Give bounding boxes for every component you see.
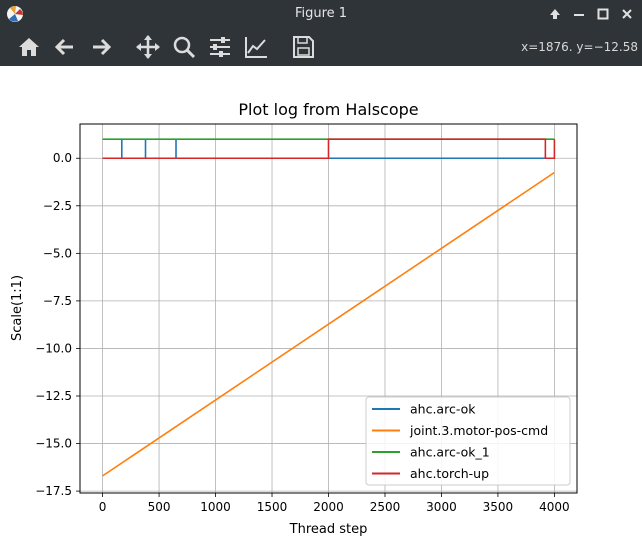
y-tick-label: −5.0 [43,246,72,260]
x-tick-label: 3000 [426,500,457,514]
x-tick-label: 2000 [313,500,344,514]
legend-box [365,396,571,486]
save-button[interactable] [290,34,316,60]
chart-title: Plot log from Halscope [238,100,418,119]
keep-above-icon[interactable] [546,5,564,23]
x-tick-label: 1000 [200,500,231,514]
minimize-icon[interactable] [570,5,588,23]
y-ticks: 0.0 −2.5 −5.0 −7.5 −10.0 −12.5 −15.0 −17.5 [35,151,80,498]
edit-axis-icon [245,37,267,58]
y-tick-label: −12.5 [35,389,72,403]
zoom-button[interactable] [171,34,197,60]
legend-entry: ahc.arc-ok_1 [410,445,490,460]
legend: ahc.arc-ok joint.3.motor-pos-cmd ahc.arc-o… [365,396,571,486]
y-tick-label: −10.0 [35,341,72,355]
cursor-coordinates: x=1876. y=−12.58 [521,40,638,54]
close-icon[interactable] [618,5,636,23]
back-icon [54,38,73,56]
series-lines [102,138,556,477]
figure-canvas[interactable]: 0 500 1000 1500 2000 2500 3000 3500 4000 0.0 −2.5… [0,66,642,545]
x-tick-label: 1500 [257,500,288,514]
series-line-1 [102,171,555,477]
legend-entry: ahc.torch-up [410,466,489,481]
series-line-3 [102,138,556,160]
x-tick-label: 500 [148,500,171,514]
save-icon [293,36,314,58]
maximize-icon[interactable] [594,5,612,23]
series-line-0 [102,139,555,160]
y-tick-label: −7.5 [43,294,72,308]
title-bar: Figure 1 [0,0,642,28]
forward-button[interactable] [88,34,114,60]
forward-icon [93,38,112,56]
chart[interactable]: 0 500 1000 1500 2000 2500 3000 3500 4000 0.0 −2.5… [0,66,642,545]
navigation-toolbar: x=1876. y=−12.58 [0,28,642,66]
edit-axis-button[interactable] [243,34,269,60]
legend-entry: ahc.arc-ok [410,402,476,417]
configure-subplots-icon [210,37,230,57]
home-icon [19,38,39,56]
x-ticks: 0 500 1000 1500 2000 2500 3000 3500 4000 [99,493,570,514]
pan-button[interactable] [135,34,161,60]
x-axis-label: Thread step [289,522,368,537]
legend-entry: joint.3.motor-pos-cmd [409,423,548,438]
x-tick-label: 4000 [539,500,570,514]
window-title: Figure 1 [294,6,348,21]
matplotlib-logo-icon [7,5,23,22]
y-axis-label: Scale(1:1) [10,275,25,341]
configure-subplots-button[interactable] [207,34,233,60]
y-tick-label: 0.0 [53,151,72,165]
y-tick-label: −15.0 [35,437,72,451]
y-tick-label: −17.5 [35,484,72,498]
home-button[interactable] [16,34,42,60]
x-tick-label: 2500 [370,500,401,514]
x-tick-label: 0 [99,500,107,514]
pan-icon [136,35,160,59]
back-button[interactable] [52,34,78,60]
x-tick-label: 3500 [483,500,514,514]
y-tick-label: −2.5 [43,199,72,213]
zoom-icon [173,36,196,59]
